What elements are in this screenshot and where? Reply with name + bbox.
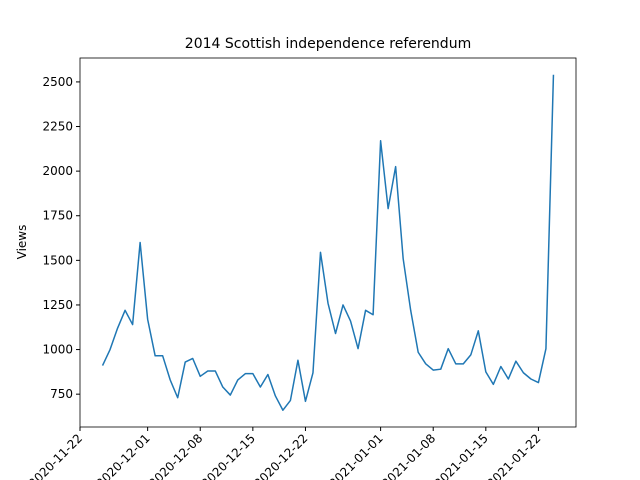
y-axis-label: Views [15,225,29,260]
x-tick-label: 2020-12-01 [94,431,153,480]
x-tick-label: 2020-12-22 [251,431,310,480]
y-tick-label: 1000 [42,343,73,357]
y-tick-label: 2000 [42,164,73,178]
chart-title: 2014 Scottish independence referendum [185,36,471,52]
plot-frame [79,57,577,428]
y-tick-label: 2250 [42,120,73,134]
x-tick-label: 2020-12-15 [199,431,258,480]
y-tick-label: 2500 [42,75,73,89]
y-tick-label: 750 [50,387,73,401]
line-series [101,74,555,411]
x-tick-label: 2021-01-08 [379,431,438,480]
y-tick-label: 1500 [42,253,73,267]
x-tick-label: 2021-01-22 [484,431,543,480]
x-tick-label: 2021-01-01 [327,431,386,480]
y-tick-label: 1250 [42,298,73,312]
x-tick-label: 2020-11-22 [26,431,85,480]
y-tick-label: 1750 [42,209,73,223]
x-tick-label: 2021-01-15 [432,431,491,480]
x-tick-label: 2020-12-08 [146,431,205,480]
